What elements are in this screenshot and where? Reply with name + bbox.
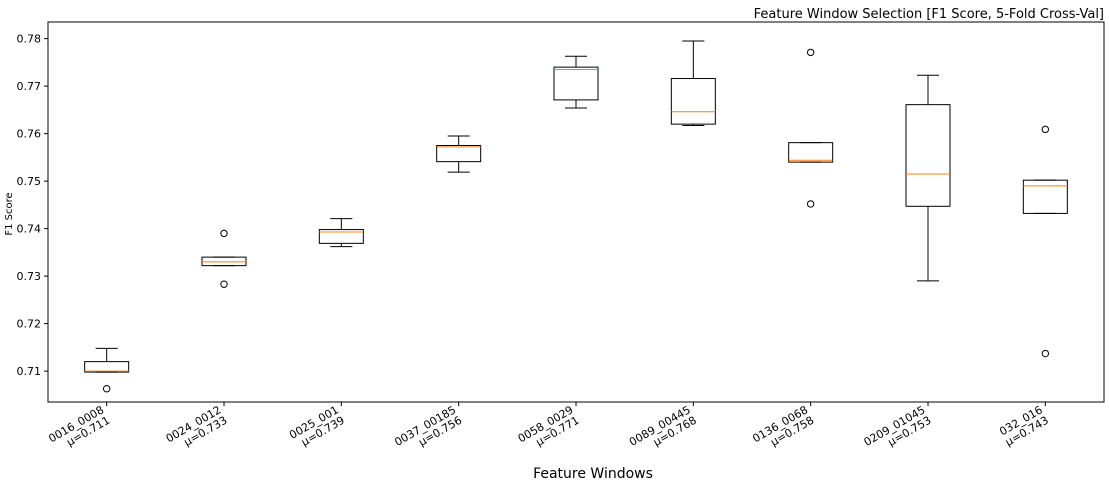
chart-title: Feature Window Selection [F1 Score, 5-Fo… [754, 7, 1104, 22]
box-0209_01045 [905, 74, 951, 282]
box-0016_0008 [84, 347, 130, 393]
box-0089_00445 [670, 40, 716, 127]
iqr-box [84, 361, 130, 373]
x-axis-label: Feature Windows [533, 466, 653, 482]
iqr-box [553, 66, 599, 101]
box-0136_0068 [788, 48, 834, 208]
box-0037_00185 [436, 135, 482, 173]
box-0024_0012 [201, 229, 247, 288]
box-0025_001 [318, 218, 364, 248]
y-axis-label: F1 Score [4, 192, 15, 235]
y-tick-label: 0.75 [17, 175, 42, 188]
y-tick-label: 0.74 [17, 223, 42, 236]
outlier-point [220, 229, 228, 238]
y-tick-label: 0.73 [17, 270, 42, 283]
outlier-point [102, 385, 111, 393]
outlier-point [806, 200, 815, 208]
plot-area-frame [47, 21, 1105, 403]
box-0058_0029 [553, 55, 599, 109]
iqr-box [670, 78, 716, 125]
box-032_016 [1022, 125, 1068, 358]
outlier-point [1041, 349, 1050, 358]
iqr-box [436, 145, 482, 163]
y-tick-label: 0.72 [17, 318, 42, 331]
y-axis: 0.71 0.72 0.73 0.74 0.75 0.76 0.77 0.78 [17, 33, 48, 378]
y-tick-label: 0.78 [17, 33, 42, 46]
iqr-box [318, 229, 364, 244]
outlier-point [1041, 125, 1050, 134]
iqr-box [788, 142, 834, 163]
y-tick-label: 0.76 [17, 128, 42, 141]
y-tick-label: 0.77 [17, 80, 42, 93]
iqr-box [905, 104, 951, 207]
iqr-box [1022, 179, 1068, 214]
y-tick-label: 0.71 [17, 365, 42, 378]
box-series [84, 40, 1068, 393]
outlier-point [220, 280, 228, 288]
outlier-point [806, 48, 815, 57]
